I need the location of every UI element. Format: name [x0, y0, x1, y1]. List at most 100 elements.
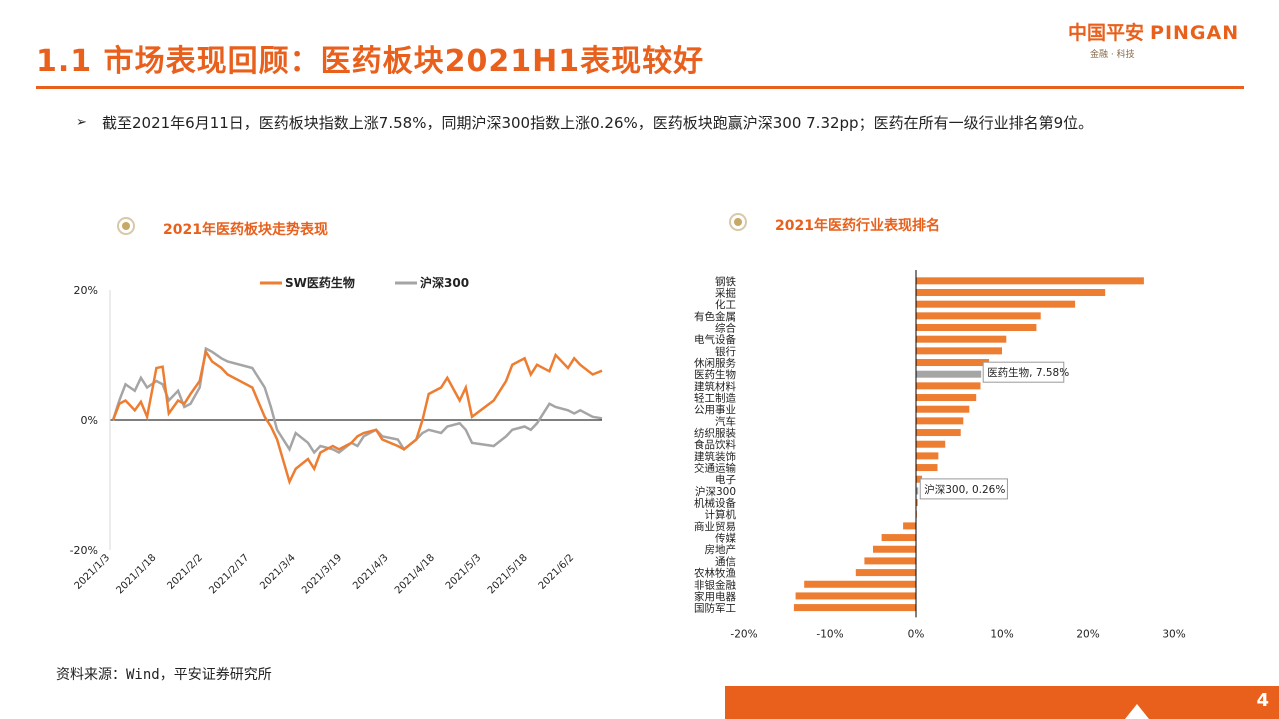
- x-tick-label: -10%: [816, 628, 843, 640]
- bar-纺织服装: [916, 429, 961, 437]
- category-label: 沪深300: [695, 485, 736, 498]
- category-label: 汽车: [715, 415, 736, 428]
- category-label: 有色金属: [694, 310, 736, 323]
- category-label: 医药生物: [694, 368, 736, 381]
- bar-交通运输: [916, 464, 938, 472]
- category-label: 商业贸易: [694, 520, 736, 533]
- x-tick-label: 10%: [990, 628, 1013, 640]
- annotation-box: [919, 478, 1008, 500]
- x-tick-label: 2021/2/2: [165, 552, 205, 592]
- bar-休闲服务: [916, 359, 990, 367]
- category-label: 计算机: [705, 508, 737, 521]
- bar-农林牧渔: [855, 569, 916, 577]
- logo-en: PINGAN: [1150, 22, 1240, 44]
- title-rule: [36, 86, 1244, 89]
- bar-汽车: [916, 417, 964, 425]
- category-label: 农林牧渔: [694, 567, 736, 580]
- bullet-text: 截至2021年6月11日，医药板块指数上涨7.58%，同期沪深300指数上涨0.…: [102, 114, 1094, 132]
- bar-电气设备: [916, 335, 1007, 343]
- bar-chart: 钢铁采掘化工有色金属综合电气设备银行休闲服务医药生物建筑材料轻工制造公用事业汽车…: [694, 270, 1186, 640]
- bar-建筑材料: [916, 382, 981, 390]
- category-label: 机械设备: [694, 497, 736, 510]
- bar-银行: [916, 347, 1002, 355]
- bar-非银金融: [804, 580, 916, 588]
- x-tick-label: 2021/2/17: [207, 552, 251, 596]
- bar-钢铁: [916, 277, 1144, 285]
- category-label: 房地产: [705, 543, 737, 556]
- x-tick-label: 2021/5/3: [444, 552, 484, 592]
- category-label: 非银金融: [694, 578, 736, 591]
- x-tick-label: 2021/1/18: [114, 552, 158, 596]
- line-chart-legend: SW医药生物 沪深300: [260, 275, 469, 290]
- target-icon: [117, 217, 135, 235]
- page-title: 1.1 市场表现回顾：医药板块2021H1表现较好: [36, 44, 705, 79]
- page-number: 4: [1256, 690, 1269, 711]
- category-label: 食品饮料: [694, 438, 736, 451]
- bar-建筑装饰: [916, 452, 939, 460]
- annotation-label: 沪深300, 0.26%: [924, 483, 1005, 496]
- y-tick-label: 20%: [74, 284, 98, 297]
- category-label: 采掘: [715, 287, 736, 300]
- bar-国防军工: [793, 604, 916, 612]
- x-tick-label: 2021/1/3: [73, 552, 113, 592]
- category-label: 建筑装饰: [694, 450, 736, 463]
- category-label: 电子: [715, 473, 736, 486]
- series-line-hs300: [111, 346, 603, 455]
- logo-mark-icon: [1125, 704, 1149, 719]
- bar-公用事业: [916, 405, 970, 413]
- category-label: 电气设备: [694, 333, 736, 346]
- x-tick-label: -20%: [730, 628, 757, 640]
- bar-食品饮料: [916, 440, 946, 448]
- category-label: 家用电器: [694, 590, 736, 603]
- x-tick-label: 20%: [1076, 628, 1099, 640]
- x-tick-label: 2021/6/2: [537, 552, 577, 592]
- line-chart: SW医药生物 沪深300 20% 0% -20% 2021/1/3 2021/1/18…: [70, 275, 603, 596]
- y-tick-label: -20%: [70, 544, 98, 557]
- bar-轻工制造: [916, 394, 977, 402]
- pingan-logo: 中国平安 PINGAN 金融 · 科技: [1068, 18, 1239, 60]
- bar-综合: [916, 324, 1037, 332]
- category-label: 综合: [715, 322, 736, 335]
- bar-医药生物: [916, 370, 982, 378]
- y-tick-label: 0%: [81, 414, 98, 427]
- category-label: 国防军工: [694, 602, 736, 615]
- x-tick-label: 2021/3/19: [300, 552, 344, 596]
- category-label: 休闲服务: [694, 357, 736, 370]
- category-label: 通信: [715, 556, 736, 568]
- category-label: 银行: [715, 345, 736, 358]
- summary-bullet: ➢ 截至2021年6月11日，医药板块指数上涨7.58%，同期沪深300指数上涨…: [76, 106, 1216, 140]
- x-tick-label: 2021/3/4: [258, 552, 298, 592]
- bar-电子: [916, 475, 923, 483]
- logo-cn: 中国平安: [1068, 22, 1145, 44]
- bar-有色金属: [916, 312, 1041, 320]
- category-label: 钢铁: [715, 275, 736, 288]
- annotation-label: 医药生物, 7.58%: [987, 366, 1069, 379]
- category-label: 化工: [715, 298, 736, 311]
- bar-通信: [864, 557, 916, 565]
- annotation-box: [982, 361, 1065, 383]
- bar-化工: [916, 300, 1076, 308]
- bar-采掘: [916, 289, 1106, 297]
- bar-传媒: [881, 534, 916, 542]
- source-note: 资料来源：Wind，平安证券研究所: [56, 667, 272, 683]
- bar-商业贸易: [903, 522, 916, 530]
- x-tick-label: 2021/4/18: [393, 552, 437, 596]
- bar-chart-title: 2021年医药行业表现排名: [775, 218, 940, 234]
- footer-bar: 4: [725, 686, 1279, 719]
- x-tick-label: 30%: [1162, 628, 1185, 640]
- category-label: 公用事业: [694, 403, 736, 416]
- category-label: 建筑材料: [694, 380, 736, 393]
- category-label: 交通运输: [694, 462, 736, 475]
- logo-sub: 金融 · 科技: [1090, 50, 1135, 60]
- bullet-arrow-icon: ➢: [76, 115, 87, 130]
- category-label: 传媒: [715, 532, 736, 545]
- x-tick-label: 2021/5/18: [486, 552, 530, 596]
- x-tick-label: 0%: [908, 628, 925, 640]
- bar-沪深300: [916, 487, 919, 495]
- bar-家用电器: [795, 592, 916, 600]
- legend-label-hs: 沪深300: [420, 275, 469, 290]
- target-icon: [729, 213, 747, 231]
- series-line-sw-pharma: [111, 348, 603, 486]
- x-tick-label: 2021/4/3: [351, 552, 391, 592]
- legend-label-sw: SW医药生物: [285, 275, 355, 290]
